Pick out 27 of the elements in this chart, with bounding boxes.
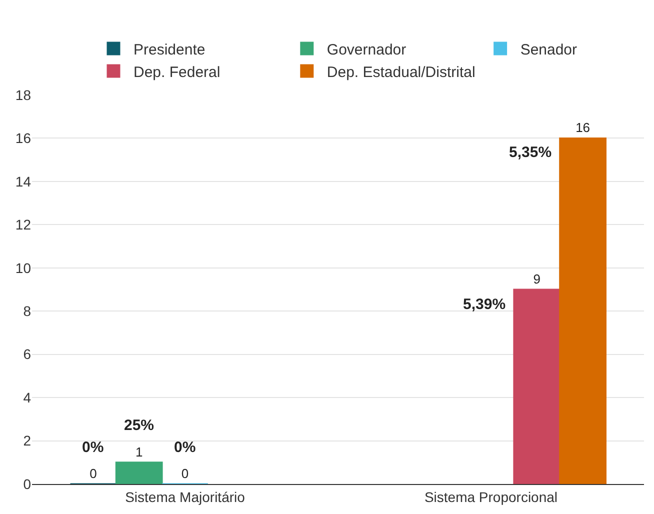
data-label: 9	[533, 272, 541, 286]
annotation: 25%	[124, 417, 154, 434]
legend-label: Senador	[520, 41, 578, 58]
legend-label: Dep. Estadual/Distrital	[326, 64, 476, 81]
data-label: 16	[576, 120, 590, 136]
y-tick-label: 12	[15, 216, 32, 233]
annotation: 5,39%	[463, 296, 506, 313]
x-tick-label: Sistema Proporcional	[424, 488, 558, 505]
y-tick-label: 18	[15, 86, 32, 103]
y-tick-label: 0	[23, 476, 32, 492]
y-tick-label: 8	[23, 303, 32, 320]
data-label: 0	[181, 466, 189, 481]
y-tick-label: 14	[15, 173, 32, 190]
y-tick-label: 16	[15, 130, 32, 146]
legend-label: Governador	[326, 41, 406, 58]
legend-label: Dep. Federal	[134, 64, 220, 81]
y-tick-label: 4	[23, 389, 32, 406]
annotation: 0%	[82, 439, 104, 456]
legend-label: Presidente	[134, 41, 206, 58]
data-label: 0	[90, 466, 97, 481]
y-tick-label: 10	[15, 260, 32, 276]
annotation: 5,35%	[509, 144, 552, 161]
y-tick-label: 6	[23, 346, 32, 362]
data-label: 1	[135, 444, 143, 460]
annotation: 0%	[174, 439, 196, 456]
y-tick-label: 2	[23, 432, 32, 449]
x-tick-label: Sistema Majoritário	[125, 488, 246, 505]
